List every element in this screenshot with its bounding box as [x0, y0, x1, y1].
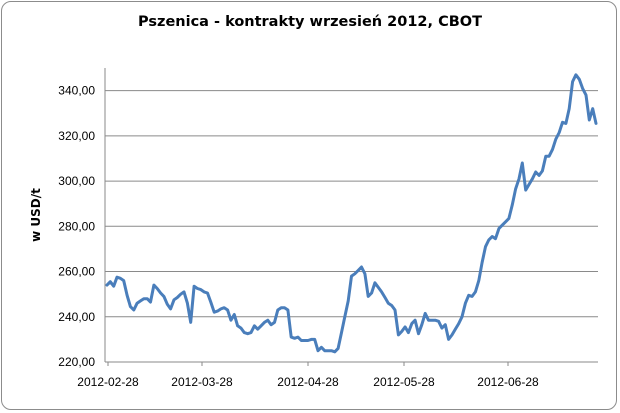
- x-tick-label: 2012-05-28: [373, 375, 435, 389]
- y-tick-label: 340,00: [58, 84, 95, 98]
- gridlines: [105, 90, 598, 318]
- y-axis-label: w USD/t: [29, 188, 43, 242]
- y-tick-label: 320,00: [58, 129, 95, 143]
- x-tick-label: 2012-06-28: [477, 375, 539, 389]
- series-line: [105, 73, 598, 354]
- y-tick-label: 240,00: [58, 310, 95, 324]
- y-tick-label: 280,00: [58, 219, 95, 233]
- x-tick-label: 2012-04-28: [277, 375, 339, 389]
- x-tick-label: 2012-02-28: [77, 375, 139, 389]
- y-tick-label: 260,00: [58, 265, 95, 279]
- x-tick-label: 2012-03-28: [171, 375, 233, 389]
- y-tick-label: 220,00: [58, 355, 95, 369]
- series-lines: [105, 73, 598, 354]
- x-tick-labels: 2012-02-28 2012-03-28 2012-04-28 2012-05-28…: [77, 375, 539, 389]
- y-tick-label: 300,00: [58, 174, 95, 188]
- axes: [104, 68, 598, 366]
- chart-title: Pszenica - kontrakty wrzesień 2012, CBOT: [138, 14, 482, 30]
- y-tick-labels: 220,00 240,00 260,00 280,00 300,00 320,00 340,…: [58, 84, 95, 369]
